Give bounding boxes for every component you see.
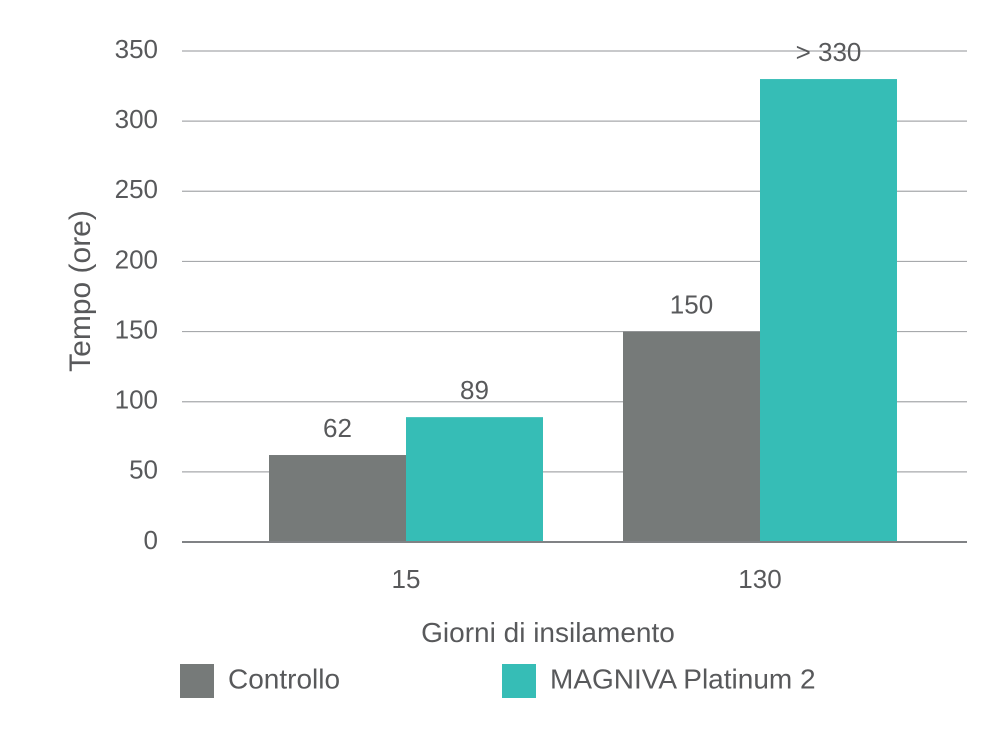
data-label: 62	[323, 413, 352, 443]
axes: 0 50 100 150 200 250 300 350 15 130	[115, 34, 967, 594]
y-tick-label: 0	[144, 525, 158, 555]
y-tick-label: 50	[129, 455, 158, 485]
x-tick-label: 130	[738, 564, 781, 594]
y-axis-label: Tempo (ore)	[64, 210, 97, 372]
bar-magniva-platinum-2-130	[760, 79, 897, 543]
y-tick-label: 100	[115, 385, 158, 415]
y-tick-label: 250	[115, 174, 158, 204]
y-tick-label: 200	[115, 244, 158, 274]
grid-lines	[182, 50, 967, 473]
bar-magniva-platinum-2-15	[406, 417, 543, 542]
bars	[269, 79, 897, 543]
legend-swatch	[502, 664, 536, 698]
legend-label: Controllo	[228, 663, 340, 694]
bar-controllo-130	[623, 331, 760, 542]
legend-label: MAGNIVA Platinum 2	[550, 663, 816, 694]
y-tick-label: 150	[115, 314, 158, 344]
data-labels: 62 150 89 > 330	[323, 37, 861, 443]
legend: Controllo MAGNIVA Platinum 2	[180, 663, 816, 698]
x-axis-label: Giorni di insilamento	[421, 617, 675, 648]
y-tick-label: 300	[115, 104, 158, 134]
y-tick-label: 350	[115, 34, 158, 64]
legend-swatch	[180, 664, 214, 698]
x-tick-label: 15	[392, 564, 421, 594]
data-label: > 330	[796, 37, 862, 67]
data-label: 89	[460, 375, 489, 405]
bar-controllo-15	[269, 455, 406, 542]
data-label: 150	[670, 289, 713, 319]
